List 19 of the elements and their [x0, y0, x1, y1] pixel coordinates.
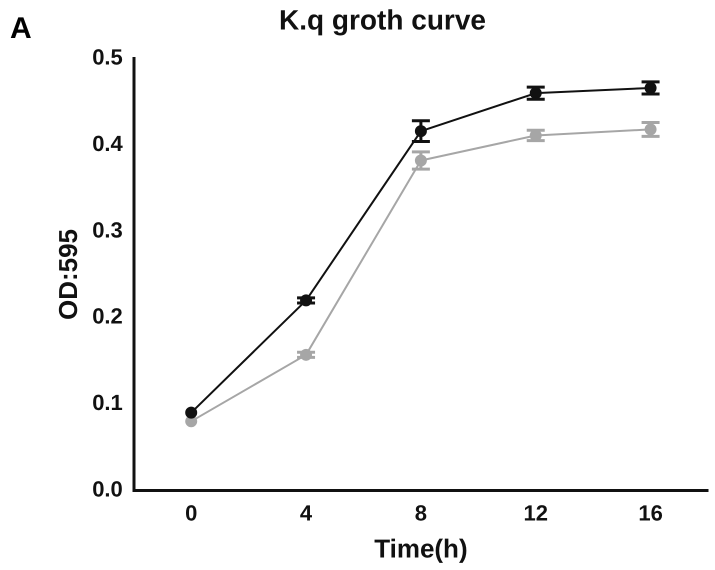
- x-tick-label: 8: [414, 500, 428, 526]
- chart-title: K.q groth curve: [279, 4, 486, 36]
- y-tick-label: 0.0: [92, 476, 123, 502]
- x-tick-label: 12: [523, 500, 548, 526]
- point: [300, 348, 312, 361]
- point: [185, 406, 198, 419]
- text: A: [10, 12, 32, 46]
- y-tick-label: 0.5: [92, 44, 123, 70]
- x-tick-label: 4: [300, 500, 313, 526]
- point: [300, 294, 312, 306]
- y-tick-label: 0.3: [92, 217, 123, 242]
- x-tick-label: 0: [185, 500, 198, 526]
- y-tick-label: 0.2: [92, 304, 123, 329]
- x-tick-label: 16: [638, 500, 663, 526]
- y-tick-label: 0.1: [92, 390, 123, 416]
- y-tick-label: 0.4: [92, 131, 124, 156]
- y-axis-title: OD:595: [52, 228, 83, 320]
- x-axis-title: Time(h): [374, 534, 468, 564]
- point: [414, 125, 427, 138]
